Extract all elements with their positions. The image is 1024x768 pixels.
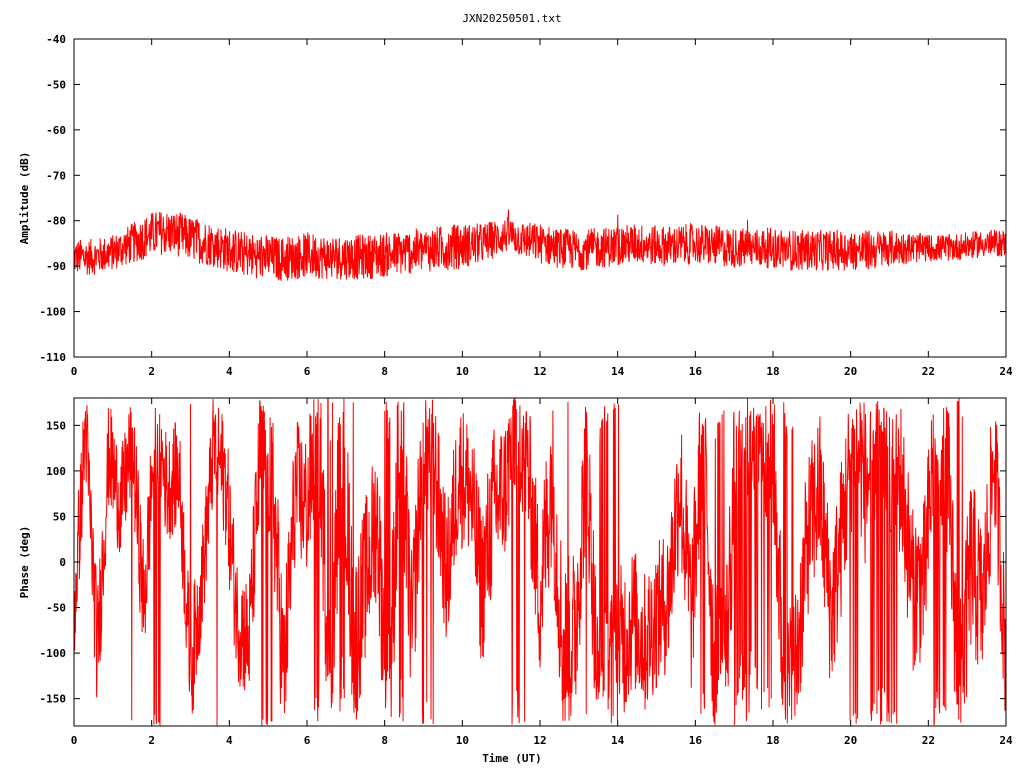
phase-x-tick-label: 2 — [148, 734, 155, 747]
chart-title: JXN20250501.txt — [462, 12, 562, 25]
phase-x-tick-label: 6 — [304, 734, 311, 747]
phase-x-tick-label: 10 — [456, 734, 469, 747]
phase-y-tick-label: 150 — [46, 419, 66, 432]
amplitude-y-tick-label: -40 — [46, 33, 66, 46]
amplitude-x-tick-label: 14 — [611, 365, 625, 378]
phase-x-tick-label: 24 — [999, 734, 1013, 747]
phase-y-tick-label: -50 — [46, 602, 66, 615]
amplitude-x-tick-label: 4 — [226, 365, 233, 378]
amplitude-x-tick-label: 12 — [533, 365, 546, 378]
amplitude-x-ticks: 0 2 4 6 8 10 12 14 16 18 20 22 24 — [71, 39, 1013, 378]
phase-x-tick-label: 12 — [533, 734, 546, 747]
amplitude-y-tick-label: -90 — [46, 260, 66, 273]
phase-y-tick-label: 50 — [53, 510, 66, 523]
phase-x-tick-label: 18 — [766, 734, 779, 747]
amplitude-x-tick-label: 24 — [999, 365, 1013, 378]
amplitude-y-tick-label: -80 — [46, 215, 66, 228]
x-axis-label: Time (UT) — [482, 752, 542, 765]
phase-x-ticks: 0 2 4 6 8 10 12 14 16 18 20 22 24 — [71, 398, 1013, 747]
amplitude-x-tick-label: 18 — [766, 365, 779, 378]
amplitude-x-tick-label: 2 — [148, 365, 155, 378]
amplitude-x-tick-label: 0 — [71, 365, 78, 378]
phase-y-tick-label: 0 — [59, 556, 66, 569]
amplitude-x-tick-label: 8 — [381, 365, 388, 378]
phase-x-tick-label: 0 — [71, 734, 78, 747]
phase-x-tick-label: 14 — [611, 734, 625, 747]
phase-x-tick-label: 22 — [922, 734, 935, 747]
phase-x-tick-label: 20 — [844, 734, 857, 747]
phase-x-tick-label: 4 — [226, 734, 233, 747]
phase-series-line — [74, 398, 1006, 726]
amplitude-x-tick-label: 6 — [304, 365, 311, 378]
amplitude-x-tick-label: 20 — [844, 365, 857, 378]
amplitude-series — [74, 209, 1006, 281]
phase-y-axis-label: Phase (deg) — [18, 526, 31, 599]
phase-y-tick-label: 100 — [46, 465, 66, 478]
phase-y-ticks: 150 100 50 0 -50 -100 -150 — [40, 419, 1006, 706]
amplitude-y-tick-label: -60 — [46, 124, 66, 137]
amplitude-y-tick-label: -100 — [40, 306, 67, 319]
phase-y-tick-label: -100 — [40, 647, 67, 660]
amplitude-y-ticks: -40 -50 -60 -70 -80 -90 -100 -110 — [40, 33, 1006, 364]
amplitude-y-tick-label: -70 — [46, 169, 66, 182]
phase-x-tick-label: 8 — [381, 734, 388, 747]
amplitude-x-tick-label: 22 — [922, 365, 935, 378]
phase-series — [74, 398, 1006, 726]
amplitude-y-axis-label: Amplitude (dB) — [18, 152, 31, 245]
amplitude-y-tick-label: -110 — [40, 351, 67, 364]
phase-x-tick-label: 16 — [689, 734, 703, 747]
amplitude-x-tick-label: 16 — [689, 365, 703, 378]
amplitude-x-tick-label: 10 — [456, 365, 469, 378]
amplitude-series-line — [74, 209, 1006, 281]
phase-y-tick-label: -150 — [40, 693, 67, 706]
amplitude-plot-frame — [73, 38, 1007, 358]
amplitude-plot: -40-50-60-70-80-90-100-110 0 2 4 6 8 10 12 14 16… — [18, 33, 1013, 378]
amplitude-y-tick-label: -50 — [46, 78, 66, 91]
